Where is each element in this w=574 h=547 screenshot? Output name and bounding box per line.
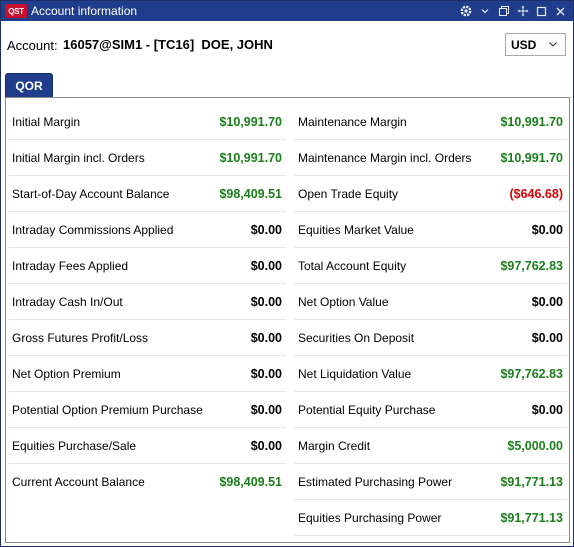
- row-label: Potential Option Premium Purchase: [12, 402, 203, 417]
- chevron-down-icon: [547, 38, 559, 53]
- row-value: $0.00: [250, 402, 282, 417]
- row-value: $98,409.51: [219, 186, 282, 201]
- title-controls: [457, 1, 569, 21]
- row-label: Intraday Fees Applied: [12, 258, 129, 273]
- row-label: Initial Margin: [12, 114, 81, 129]
- row-value: $10,991.70: [500, 150, 563, 165]
- table-row: Equities Market Value $0.00: [294, 212, 567, 248]
- row-label: Intraday Commissions Applied: [12, 222, 174, 237]
- row-value: $0.00: [250, 222, 282, 237]
- row-value: $98,409.51: [219, 475, 282, 489]
- row-label: Equities Purchasing Power: [298, 510, 442, 525]
- table-row: Initial Margin $10,991.70: [8, 104, 286, 140]
- gear-icon[interactable]: [457, 3, 474, 20]
- row-value: $91,771.13: [500, 510, 563, 525]
- row-label: Equities Purchase/Sale: [12, 438, 137, 453]
- row-value: $5,000.00: [507, 438, 563, 453]
- move-icon[interactable]: [514, 3, 531, 20]
- table-row: Initial Margin incl. Orders $10,991.70: [8, 140, 286, 176]
- table-row: Current Account Balance $98,409.51: [8, 464, 286, 500]
- table-row: Equities Purchasing Power $91,771.13: [294, 500, 567, 536]
- row-label: Net Option Premium: [12, 366, 121, 381]
- row-value: $0.00: [531, 294, 563, 309]
- account-bar: Account: 16057@SIM1 - [TC16] DOE, JOHN U…: [1, 21, 573, 69]
- row-label: Estimated Purchasing Power: [298, 474, 453, 489]
- window-title: Account information: [31, 4, 138, 18]
- row-value: $0.00: [250, 438, 282, 453]
- row-value: $0.00: [250, 294, 282, 309]
- table-row: Securities On Deposit $0.00: [294, 320, 567, 356]
- row-value: ($646.68): [509, 186, 563, 201]
- row-value: $10,991.70: [500, 114, 563, 129]
- row-label: Gross Futures Profit/Loss: [12, 330, 149, 345]
- chevron-down-icon[interactable]: [476, 3, 493, 20]
- row-label: Intraday Cash In/Out: [12, 294, 123, 309]
- table-row: Equities Purchase/Sale $0.00: [8, 428, 286, 464]
- row-value: $0.00: [250, 330, 282, 345]
- row-label: Securities On Deposit: [298, 330, 415, 345]
- table-row: Total Account Equity $97,762.83: [294, 248, 567, 284]
- table-row: Estimated Purchasing Power $91,771.13: [294, 464, 567, 500]
- row-label: Potential Equity Purchase: [298, 402, 436, 417]
- copy-window-icon[interactable]: [495, 3, 512, 20]
- table-row: Maintenance Margin $10,991.70: [294, 104, 567, 140]
- table-row: Net Option Value $0.00: [294, 284, 567, 320]
- row-label: Net Option Value: [298, 294, 389, 309]
- table-row: Net Liquidation Value $97,762.83: [294, 356, 567, 392]
- table-row: Potential Equity Purchase $0.00: [294, 392, 567, 428]
- row-label: Equities Market Value: [298, 222, 414, 237]
- row-label: Maintenance Margin: [298, 114, 407, 129]
- right-column: Maintenance Margin $10,991.70 Maintenance …: [294, 104, 567, 536]
- row-value: $0.00: [250, 366, 282, 381]
- table-row: Net Option Premium $0.00: [8, 356, 286, 392]
- close-icon[interactable]: [552, 3, 569, 20]
- currency-select[interactable]: USD: [505, 33, 566, 56]
- account-label: Account:: [7, 38, 58, 53]
- row-label: Initial Margin incl. Orders: [12, 150, 145, 165]
- currency-value: USD: [511, 37, 537, 52]
- table-row: Maintenance Margin incl. Orders $10,991.7…: [294, 140, 567, 176]
- row-value: $97,762.83: [500, 258, 563, 273]
- row-label: Net Liquidation Value: [298, 366, 412, 381]
- table-row: Intraday Fees Applied $0.00: [8, 248, 286, 284]
- row-value: $0.00: [531, 330, 563, 345]
- table-row: Intraday Commissions Applied $0.00: [8, 212, 286, 248]
- row-label: Open Trade Equity: [298, 186, 399, 201]
- row-value: $97,762.83: [500, 366, 563, 381]
- app-logo: QST: [5, 4, 27, 18]
- table-row: Start-of-Day Account Balance $98,409.51: [8, 176, 286, 212]
- title-bar[interactable]: QST Account information: [1, 1, 573, 21]
- left-column: Initial Margin $10,991.70 Initial Margin i…: [8, 104, 286, 500]
- table-row: Open Trade Equity ($646.68): [294, 176, 567, 212]
- row-label: Start-of-Day Account Balance: [12, 186, 170, 201]
- tab-qor[interactable]: QOR: [5, 73, 53, 97]
- row-label: Current Account Balance: [12, 475, 145, 489]
- row-value: $0.00: [250, 258, 282, 273]
- table-row: Gross Futures Profit/Loss $0.00: [8, 320, 286, 356]
- maximize-icon[interactable]: [533, 3, 550, 20]
- row-label: Margin Credit: [298, 438, 371, 453]
- row-value: $10,991.70: [219, 114, 282, 129]
- row-label: Maintenance Margin incl. Orders: [298, 150, 472, 165]
- row-value: $91,771.13: [500, 474, 563, 489]
- row-value: $10,991.70: [219, 150, 282, 165]
- account-details-panel: Initial Margin $10,991.70 Initial Margin i…: [5, 97, 570, 543]
- row-value: $0.00: [531, 402, 563, 417]
- table-row: Intraday Cash In/Out $0.00: [8, 284, 286, 320]
- row-value: $0.00: [531, 222, 563, 237]
- row-label: Total Account Equity: [298, 258, 407, 273]
- table-row: Potential Option Premium Purchase $0.00: [8, 392, 286, 428]
- account-value: 16057@SIM1 - [TC16] DOE, JOHN: [63, 37, 273, 52]
- table-row: Margin Credit $5,000.00: [294, 428, 567, 464]
